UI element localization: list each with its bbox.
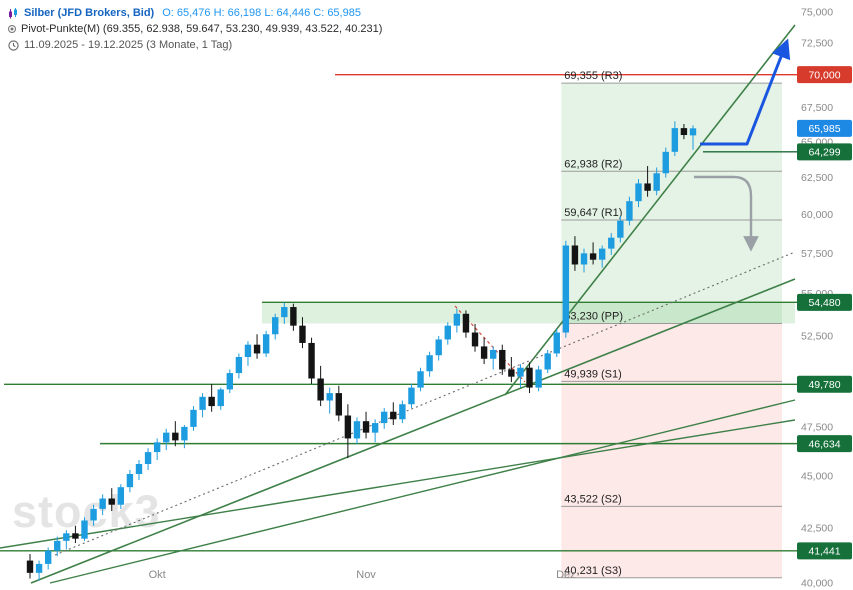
svg-text:Okt: Okt: [149, 569, 166, 581]
scenario-arrows: [694, 38, 791, 252]
chart-legend: Silber (JFD Brokers, Bid) O: 65,476 H: 6…: [8, 5, 382, 53]
svg-text:59,647 (R1): 59,647 (R1): [564, 207, 622, 219]
svg-text:70,000: 70,000: [808, 69, 840, 81]
indicator-label: Pivot-Punkte(M) (69.355, 62.938, 59.647,…: [21, 23, 383, 35]
svg-text:53,230 (PP): 53,230 (PP): [564, 310, 623, 322]
support-resistance-lines: [0, 73, 797, 552]
svg-text:49,939 (S1): 49,939 (S1): [564, 368, 621, 380]
svg-text:42,500: 42,500: [801, 522, 833, 534]
svg-text:64,299: 64,299: [808, 147, 840, 159]
instrument-name: Silber (JFD Brokers, Bid): [24, 7, 155, 19]
price-badges: 70,000 64,299 54,480 49,780 46,634 41,441 65,9…: [797, 66, 852, 560]
svg-text:41,441: 41,441: [808, 546, 840, 558]
pullback-arrow: [694, 175, 759, 252]
clock-icon: [8, 39, 19, 51]
svg-text:54,480: 54,480: [808, 297, 840, 309]
svg-text:65,985: 65,985: [808, 123, 840, 135]
svg-text:Nov: Nov: [356, 569, 376, 581]
shallow-uptrend-1: [0, 419, 796, 549]
dotted-trendline: [54, 251, 796, 556]
steep-uptrend: [504, 24, 796, 396]
shallow-uptrend-2: [49, 399, 796, 584]
svg-text:45,000: 45,000: [801, 471, 833, 483]
trendlines: [0, 24, 796, 584]
candles: [26, 121, 697, 581]
instrument-legend[interactable]: Silber (JFD Brokers, Bid) O: 65,476 H: 6…: [8, 5, 382, 21]
date-range: 11.09.2025 - 19.12.2025 (3 Monate, 1 Tag…: [8, 37, 382, 53]
primary-uptrend: [30, 278, 796, 584]
corrective-line: [454, 305, 526, 383]
svg-text:75,000: 75,000: [801, 7, 833, 19]
svg-text:43,522 (S2): 43,522 (S2): [564, 493, 621, 505]
svg-text:52,500: 52,500: [801, 330, 833, 342]
bullish-projection-arrow: [700, 38, 791, 146]
svg-text:62,500: 62,500: [801, 172, 833, 184]
pivot-lines: 69,355 (R3) 62,938 (R2) 59,647 (R1) 53,230 …: [561, 70, 782, 579]
svg-text:67,500: 67,500: [801, 102, 833, 114]
svg-text:60,000: 60,000: [801, 209, 833, 221]
svg-text:69,355 (R3): 69,355 (R3): [564, 70, 622, 82]
svg-text:49,780: 49,780: [808, 379, 840, 391]
svg-text:72,500: 72,500: [801, 37, 833, 49]
svg-text:Dez: Dez: [556, 569, 576, 581]
svg-text:40,231 (S3): 40,231 (S3): [564, 565, 621, 577]
x-axis: Okt Nov Dez: [149, 569, 576, 581]
svg-text:47,500: 47,500: [801, 421, 833, 433]
candlestick-icon: [9, 7, 17, 18]
svg-text:57,500: 57,500: [801, 248, 833, 260]
date-range-label: 11.09.2025 - 19.12.2025 (3 Monate, 1 Tag…: [24, 39, 233, 51]
svg-text:40,000: 40,000: [801, 578, 833, 590]
indicator-legend[interactable]: Pivot-Punkte(M) (69.355, 62.938, 59.647,…: [8, 21, 382, 37]
svg-text:62,938 (R2): 62,938 (R2): [564, 158, 622, 170]
indicator-icon: [8, 25, 16, 33]
ohlc-values: O: 65,476 H: 66,198 L: 64,446 C: 65,985: [162, 7, 361, 19]
pivot-zones: [262, 83, 795, 578]
svg-text:46,634: 46,634: [808, 438, 840, 450]
